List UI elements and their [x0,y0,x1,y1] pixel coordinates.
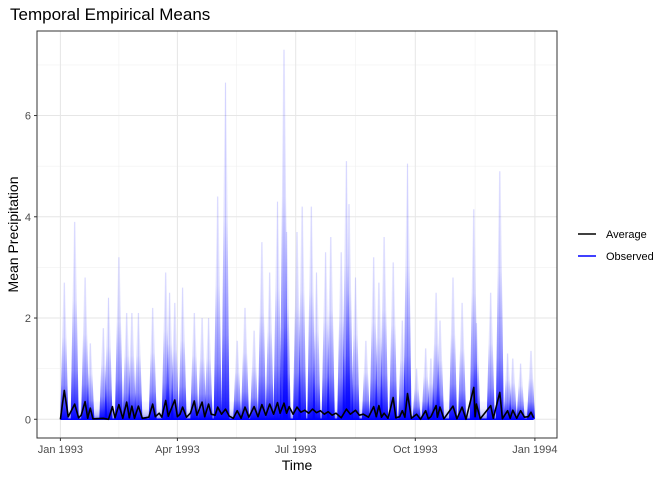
observed-spike [503,353,512,420]
chart-title: Temporal Empirical Means [10,5,211,24]
observed-spike [190,312,199,420]
x-tick-label: Jan 1993 [38,444,83,456]
y-tick-label: 0 [25,414,31,426]
observed-spike [312,272,321,420]
y-axis-label: Mean Precipitation [5,177,21,293]
observed-spike [170,302,179,420]
observed-spike [148,307,157,420]
legend-label-observed: Observed [606,251,654,263]
observed-spike [178,287,187,420]
x-tick-label: Oct 1993 [393,444,438,456]
y-tick-label: 2 [25,313,31,325]
observed-spike [458,302,467,420]
observed-spike [527,350,535,420]
observed-spike [421,348,430,420]
observed-spike [86,343,95,420]
observed-spike [127,312,136,420]
observed-spike [213,196,222,420]
observed-spike [436,320,444,420]
observed-spike [412,368,421,420]
observed-spike [282,231,291,420]
observed-spike [273,201,282,420]
observed-spike [486,292,495,420]
observed-spike [257,242,266,420]
observed-spike [516,363,525,420]
observed-spike [307,206,316,420]
observed-spike [221,82,230,420]
observed-spike [265,272,274,420]
x-tick-label: Apr 1993 [155,444,200,456]
observed-spike [345,204,353,420]
observed-spike [351,277,360,420]
observed-spike [389,262,398,420]
observed-spike [198,318,207,420]
observed-spike [165,292,174,420]
axes: 0 2 4 6 Jan 1993 Apr 1993 Jul 1993 Oct 1993 Jan … [25,111,558,456]
observed-spike [298,206,307,420]
observed-spike [122,312,131,420]
observed-spike [134,312,143,420]
observed-spike [403,163,412,420]
observed-spike [241,307,249,420]
observed-spike [233,340,242,420]
observed-spike [380,237,389,420]
observed-spike [250,330,259,420]
observed-spike [508,358,517,420]
observed-spike [60,282,69,420]
average-line [59,386,535,421]
x-tick-label: Jan 1994 [512,444,557,456]
y-tick-label: 6 [25,111,31,123]
legend-label-average: Average [606,229,647,241]
observed-spike [70,221,79,420]
panel-border [36,30,558,439]
observed-spike [449,277,457,420]
legend: Average Observed [578,229,654,263]
observed-spike [326,237,335,420]
x-axis-label: Time [282,457,313,473]
observed-spike [104,297,113,420]
observed-spike [495,171,504,420]
observed-spike [204,318,213,420]
observed-spike [369,257,378,420]
observed-spike [81,277,90,420]
observed-spike [361,340,370,420]
x-tick-label: Jul 1993 [275,444,317,456]
observed-spike [114,257,123,420]
y-tick-label: 4 [25,212,31,224]
